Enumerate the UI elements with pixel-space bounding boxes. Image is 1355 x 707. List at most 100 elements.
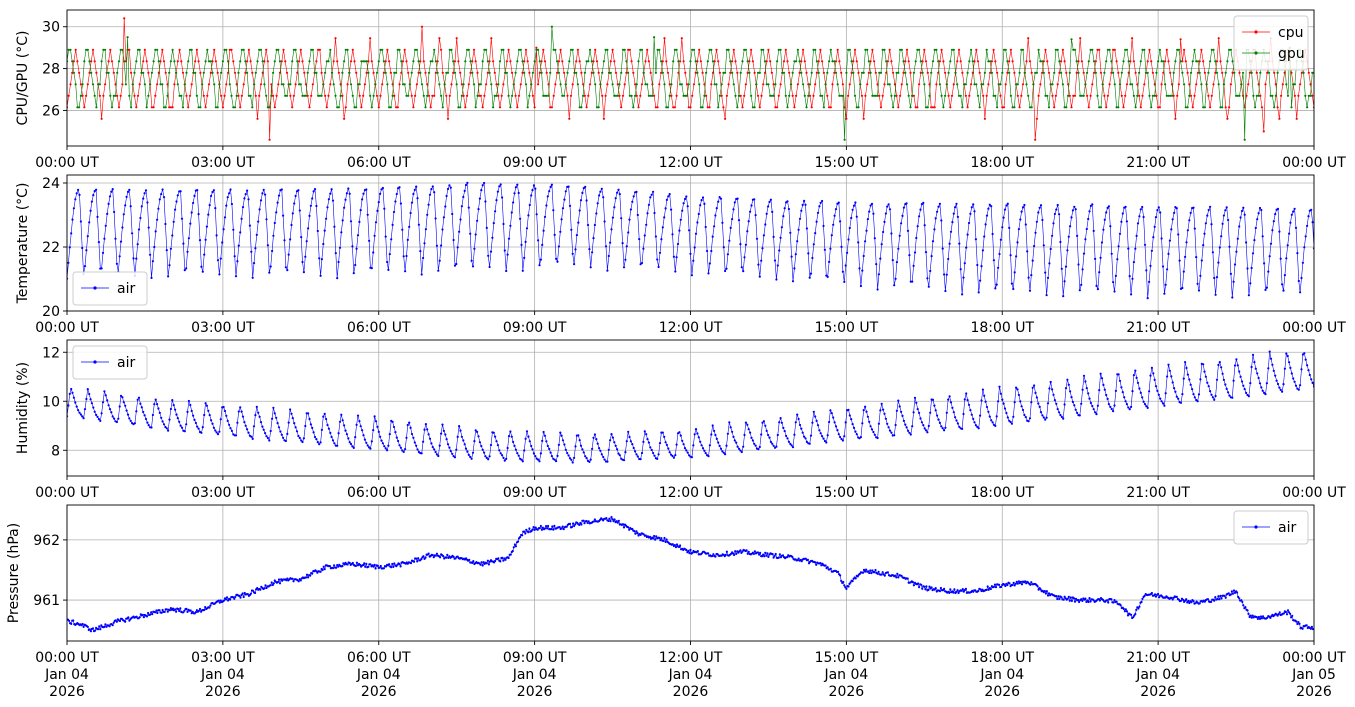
- data-point: [1285, 613, 1289, 616]
- data-point: [776, 264, 779, 267]
- legend-box: [1233, 15, 1309, 71]
- data-point: [578, 60, 581, 63]
- data-point: [899, 94, 902, 97]
- data-point: [415, 557, 418, 560]
- data-point: [173, 83, 176, 86]
- data-point: [316, 441, 319, 444]
- data-point: [1269, 242, 1273, 245]
- data-point: [1054, 48, 1057, 51]
- data-point: [1235, 94, 1238, 97]
- data-point: [673, 544, 677, 547]
- data-point: [918, 586, 921, 589]
- data-point: [843, 584, 846, 587]
- data-point: [82, 417, 85, 420]
- data-point: [796, 240, 799, 243]
- data-point: [731, 71, 734, 74]
- data-point: [1069, 225, 1072, 228]
- data-point: [121, 396, 124, 399]
- data-point: [453, 60, 457, 63]
- data-point: [1087, 392, 1090, 395]
- data-point: [918, 215, 921, 218]
- data-point: [192, 71, 195, 74]
- data-point: [485, 562, 488, 565]
- data-point: [505, 60, 508, 63]
- data-point: [311, 83, 314, 86]
- data-point: [912, 264, 915, 267]
- data-point: [1016, 388, 1019, 391]
- data-point: [1289, 366, 1292, 369]
- data-point: [206, 48, 209, 51]
- data-point: [449, 186, 452, 189]
- data-point: [1225, 206, 1228, 209]
- data-point: [874, 94, 877, 97]
- data-point: [341, 565, 344, 568]
- data-point: [582, 94, 585, 97]
- data-point: [1053, 71, 1056, 74]
- data-point: [749, 210, 752, 213]
- data-point: [506, 253, 509, 256]
- data-point: [760, 48, 763, 51]
- data-point: [479, 94, 482, 97]
- data-point: [627, 48, 630, 51]
- data-point: [464, 106, 467, 109]
- data-point: [927, 424, 930, 428]
- data-point: [924, 106, 928, 109]
- data-point: [981, 388, 985, 391]
- data-point: [382, 71, 385, 74]
- data-point: [919, 60, 922, 63]
- data-point: [904, 60, 907, 63]
- data-point: [309, 204, 312, 207]
- x-tick-label: 00:00 UT: [1282, 485, 1346, 501]
- data-point: [1202, 363, 1205, 366]
- data-point: [1168, 369, 1171, 372]
- data-point: [707, 272, 710, 275]
- data-point: [386, 48, 389, 51]
- data-point: [524, 240, 527, 243]
- data-point: [613, 60, 616, 63]
- data-point: [523, 530, 526, 533]
- data-point: [1167, 252, 1170, 255]
- data-point: [665, 443, 669, 447]
- data-point: [1067, 595, 1070, 599]
- data-point: [1217, 37, 1220, 40]
- data-point: [1272, 220, 1275, 223]
- data-point: [447, 556, 450, 560]
- data-point: [758, 106, 761, 109]
- data-point: [108, 408, 112, 411]
- data-point: [297, 580, 300, 583]
- data-point: [579, 444, 583, 447]
- data-point: [1206, 214, 1209, 217]
- data-point: [1232, 280, 1235, 283]
- data-point: [1055, 595, 1058, 598]
- data-point: [836, 83, 839, 86]
- x-tick-label: 03:00 UT: [191, 485, 255, 501]
- data-point: [618, 454, 621, 457]
- data-point: [1267, 270, 1270, 273]
- data-point: [1068, 599, 1071, 602]
- data-point: [679, 60, 682, 63]
- data-point: [1061, 48, 1064, 51]
- data-point: [1217, 83, 1220, 86]
- data-point: [459, 429, 462, 432]
- data-point: [664, 540, 667, 544]
- data-point: [681, 439, 684, 442]
- data-point: [879, 106, 883, 109]
- data-point: [535, 46, 538, 49]
- data-point: [568, 117, 571, 120]
- data-point: [782, 426, 785, 429]
- data-point: [1125, 48, 1129, 51]
- data-point: [930, 586, 933, 589]
- data-point: [699, 204, 702, 207]
- data-point: [259, 421, 263, 424]
- data-point: [672, 106, 675, 109]
- data-point: [888, 83, 891, 86]
- data-point: [530, 83, 533, 86]
- data-point: [732, 48, 735, 51]
- data-point: [256, 117, 259, 120]
- data-point: [244, 71, 247, 74]
- data-point: [249, 94, 252, 97]
- data-point: [549, 106, 552, 109]
- data-point: [602, 196, 605, 199]
- data-point: [136, 48, 140, 51]
- data-point: [657, 453, 660, 456]
